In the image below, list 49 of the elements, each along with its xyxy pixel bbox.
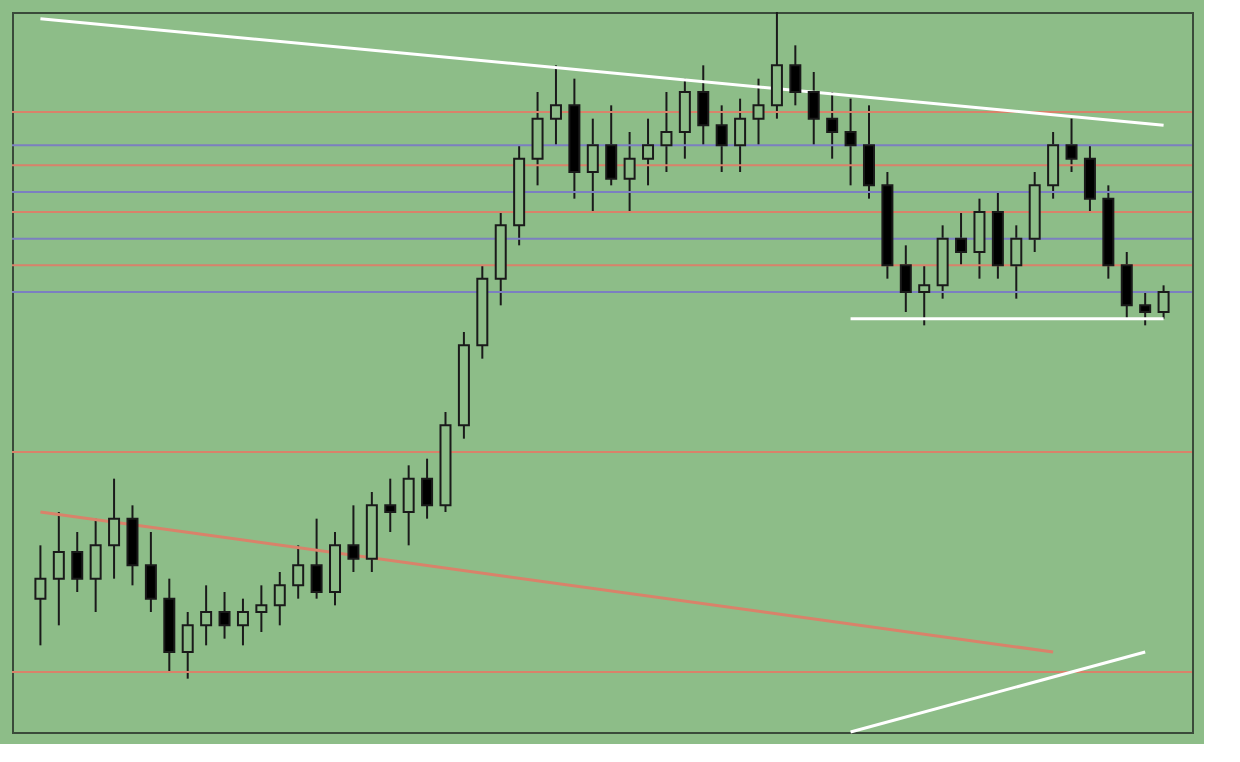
candlestick <box>384 477 397 533</box>
candlestick <box>1065 117 1078 173</box>
candlestick <box>1120 251 1133 320</box>
candlestick <box>936 224 949 300</box>
candlestick <box>826 91 839 160</box>
candlestick <box>108 477 121 580</box>
candlestick <box>734 97 747 173</box>
candlestick <box>34 544 47 647</box>
candlestick <box>586 117 599 213</box>
candlestick <box>807 71 820 147</box>
candlestick <box>973 197 986 280</box>
candlestick <box>144 531 157 613</box>
candlestick <box>52 511 65 627</box>
candlestick <box>531 91 544 187</box>
candlestick <box>789 44 802 107</box>
candlestick <box>126 504 139 587</box>
candlestick <box>918 264 931 327</box>
candlestick <box>89 517 102 613</box>
candlestick <box>1157 284 1170 320</box>
candlestick <box>955 211 968 267</box>
candlestick <box>421 457 434 520</box>
candlestick <box>678 77 691 160</box>
candlestick <box>862 104 875 200</box>
candlestick <box>347 504 360 573</box>
candlestick <box>1010 224 1023 300</box>
candlestick <box>292 544 305 600</box>
candlestick <box>329 531 342 607</box>
candlestick <box>1083 144 1096 213</box>
candlestick <box>218 591 231 640</box>
candlestick <box>752 77 765 147</box>
candlestick <box>549 64 562 147</box>
candlestick <box>642 117 655 187</box>
candlestick <box>844 97 857 187</box>
candlestick <box>71 531 84 593</box>
candlestick <box>1139 291 1152 327</box>
candlestick <box>660 91 673 173</box>
candlestick <box>310 517 323 600</box>
candlestick <box>1047 131 1060 200</box>
candlestick <box>605 104 618 187</box>
candlestick <box>899 244 912 313</box>
candlestick <box>181 611 194 680</box>
candlestick <box>697 64 710 147</box>
candlestick <box>402 464 415 547</box>
candlestick <box>273 571 286 627</box>
candlestick <box>200 584 213 647</box>
candlestick <box>623 131 636 213</box>
candlestick <box>236 597 249 647</box>
candlestick <box>255 584 268 633</box>
candlestick <box>715 104 728 173</box>
